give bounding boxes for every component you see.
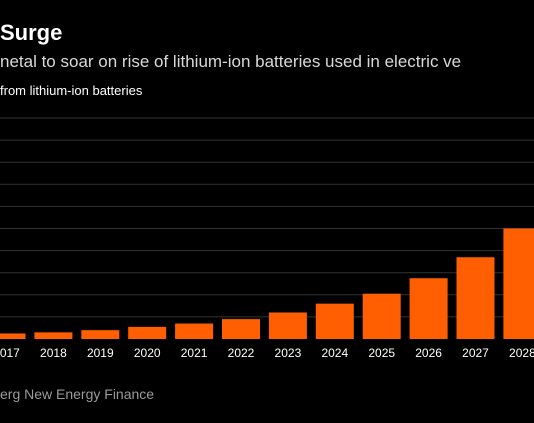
bar-2028 [503,228,534,339]
bar-2019 [81,330,120,339]
x-tick-label-2021: 2021 [181,346,208,360]
x-tick-label-2022: 2022 [228,346,255,360]
x-tick-label-2026: 2026 [415,346,442,360]
x-tick-label-2020: 2020 [134,346,161,360]
chart-title: Surge [0,20,63,45]
x-tick-label-2027: 2027 [462,346,489,360]
bar-2024 [315,303,354,339]
chart-subtitle: netal to soar on rise of lithium-ion bat… [0,52,462,71]
x-tick-label-2019: 2019 [87,346,114,360]
bar-2026 [409,278,448,339]
bar-2021 [175,323,214,339]
x-tick-label-2024: 2024 [321,346,348,360]
bar-2017 [0,333,26,339]
bar-2020 [128,326,167,339]
bar-2025 [362,293,401,339]
bar-2023 [268,312,307,339]
x-tick-label-2017: 2017 [0,346,20,360]
bar-2018 [34,332,73,339]
x-tick-label-2018: 2018 [40,346,67,360]
x-tick-label-2028: 2028 [509,346,534,360]
bar-2027 [456,257,495,339]
source-note: erg New Energy Finance [0,386,155,402]
x-tick-label-2025: 2025 [368,346,395,360]
gridlines [0,117,534,318]
x-tick-label-2023: 2023 [275,346,302,360]
units-label: from lithium-ion batteries [0,83,143,98]
bars [0,228,534,339]
x-axis-labels: 2017 2018 2019 2020 2021 2022 2023 2024 2025 2026… [0,346,534,360]
bar-2022 [222,319,260,339]
